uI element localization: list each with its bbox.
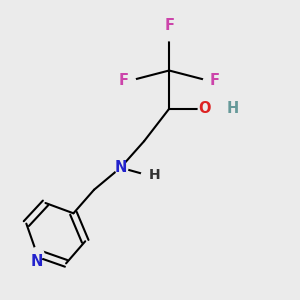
Text: F: F	[118, 73, 128, 88]
Text: H: H	[148, 168, 160, 182]
Text: N: N	[31, 254, 43, 269]
Text: F: F	[210, 73, 220, 88]
Text: N: N	[114, 160, 127, 175]
Text: O: O	[198, 101, 211, 116]
Text: F: F	[164, 18, 174, 33]
Text: H: H	[226, 101, 239, 116]
